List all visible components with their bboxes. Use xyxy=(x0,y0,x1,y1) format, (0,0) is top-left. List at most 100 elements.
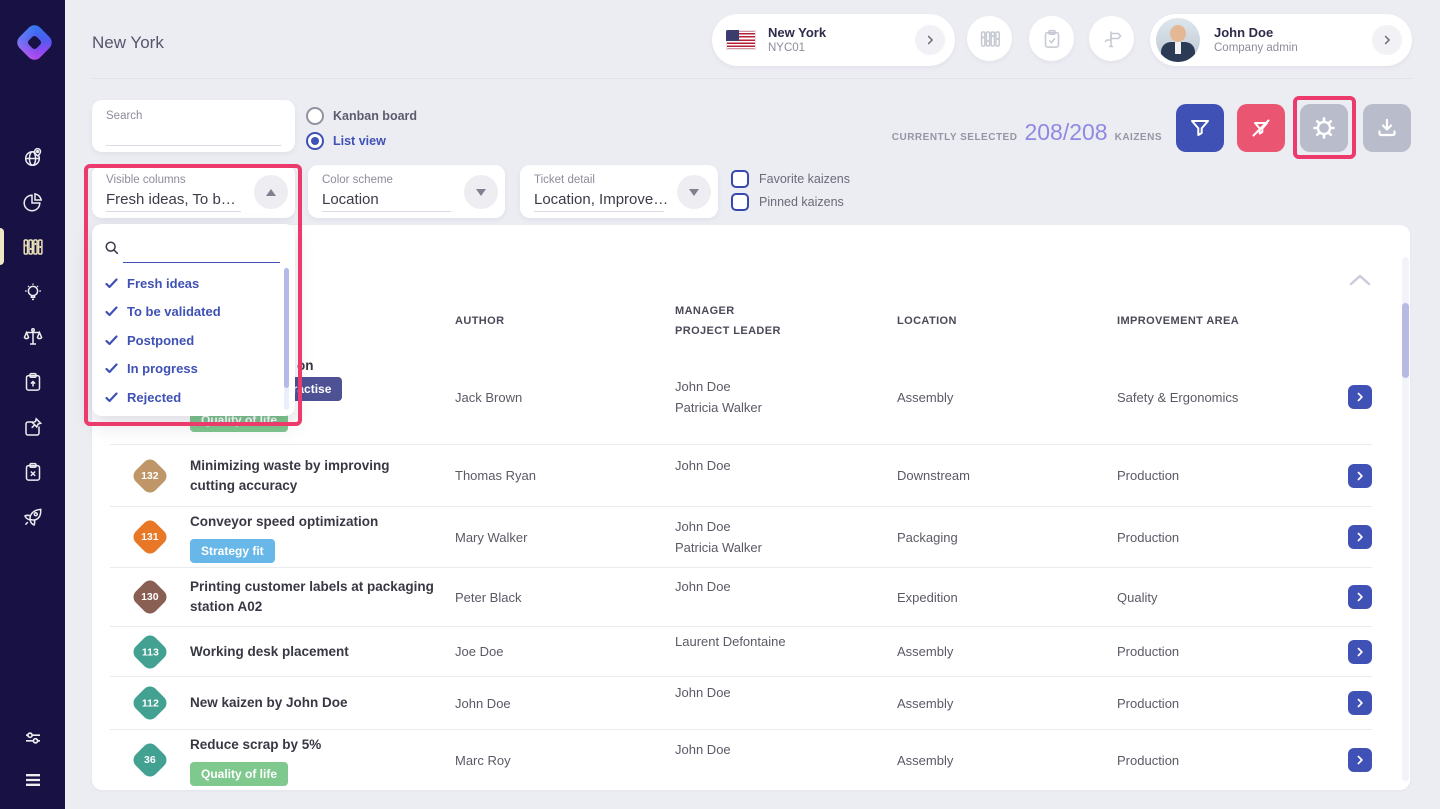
page-title: New York xyxy=(92,33,164,52)
option-rejected[interactable]: Rejected xyxy=(92,383,285,412)
option-fresh-ideas[interactable]: Fresh ideas xyxy=(92,269,285,298)
quality-of-life-badge: Quality of life xyxy=(190,761,289,786)
open-kaizen-button[interactable] xyxy=(1348,748,1372,772)
tasks-quick-button[interactable] xyxy=(1029,16,1074,61)
sidebar-item-kaizen-board[interactable] xyxy=(0,224,65,269)
open-kaizen-button[interactable] xyxy=(1348,691,1372,715)
field-underline xyxy=(534,211,664,212)
radio-unselected-icon[interactable] xyxy=(306,107,324,125)
pinned-kaizens-checkbox[interactable] xyxy=(731,193,749,211)
us-flag-icon xyxy=(726,30,756,50)
sidebar-item-launch[interactable] xyxy=(0,494,65,539)
option-postponed[interactable]: Postponed xyxy=(92,326,285,355)
open-kaizen-button[interactable] xyxy=(1348,463,1372,488)
view-option-list[interactable]: List view xyxy=(306,132,386,150)
search-field[interactable]: Search xyxy=(92,100,295,152)
clear-filter-button[interactable] xyxy=(1237,104,1285,152)
author-cell: Mary Walker xyxy=(455,529,528,545)
location-expand-button[interactable] xyxy=(915,25,945,55)
pinned-board-icon xyxy=(24,416,42,436)
visible-columns-label: Visible columns xyxy=(106,174,186,186)
table-row[interactable]: on Best practise Quality of life Jack Br… xyxy=(110,350,1372,444)
kaizen-id-badge: 36 xyxy=(130,740,170,780)
author-cell: Thomas Ryan xyxy=(455,468,536,483)
sidebar-item-rejected[interactable] xyxy=(0,449,65,494)
sidebar-item-settings[interactable] xyxy=(0,717,65,759)
manager-cell: John Doe Patricia Walker xyxy=(675,379,762,415)
search-underline xyxy=(106,145,281,146)
globe-location-icon xyxy=(24,147,41,166)
color-scheme-expand-button[interactable] xyxy=(464,175,498,209)
location-selector[interactable]: New York NYC01 xyxy=(712,14,955,66)
view-option-kanban[interactable]: Kanban board xyxy=(306,107,417,125)
profile-expand-button[interactable] xyxy=(1372,25,1402,55)
sidebar-item-pinned[interactable] xyxy=(0,404,65,449)
ticket-detail-value: Location, Improveme... xyxy=(534,191,669,208)
avatar xyxy=(1156,18,1200,62)
profile-selector[interactable]: John Doe Company admin xyxy=(1150,14,1412,66)
option-to-be-validated[interactable]: To be validated xyxy=(92,298,285,327)
chevron-right-icon xyxy=(1384,35,1390,45)
kaizen-id-badge: 130 xyxy=(130,577,170,617)
boards-quick-button[interactable] xyxy=(967,16,1012,61)
table-scrollbar-track[interactable] xyxy=(1402,257,1409,781)
filter-button[interactable] xyxy=(1176,104,1224,152)
sidebar-item-my-kaizens[interactable] xyxy=(0,359,65,404)
check-icon xyxy=(105,363,118,374)
settings-button[interactable] xyxy=(1300,104,1348,152)
favorite-kaizens-label: Favorite kaizens xyxy=(759,172,851,186)
table-row[interactable]: 113 Working desk placement Joe Doe Laure… xyxy=(110,626,1372,676)
open-kaizen-button[interactable] xyxy=(1348,525,1372,549)
improvement-area-cell: Production xyxy=(1117,695,1180,711)
kaizen-id-badge: 113 xyxy=(130,631,170,672)
location-name: New York xyxy=(768,24,827,40)
chevron-right-icon xyxy=(1357,698,1363,708)
favorite-kaizens-checkbox[interactable] xyxy=(731,170,749,188)
visible-columns-collapse-button[interactable] xyxy=(254,175,288,209)
pinned-kaizens-checkbox-row[interactable]: Pinned kaizens xyxy=(731,193,844,211)
table-scrollbar-thumb[interactable] xyxy=(1402,303,1409,378)
chevron-up-icon xyxy=(266,188,276,196)
chevron-right-icon xyxy=(1357,471,1363,480)
filter-sliders-icon xyxy=(25,732,40,744)
dropdown-search-input[interactable] xyxy=(123,262,280,263)
option-in-progress[interactable]: In progress xyxy=(92,355,285,384)
favorite-kaizens-checkbox-row[interactable]: Favorite kaizens xyxy=(731,170,850,188)
manager-cell: Laurent Defontaine xyxy=(675,633,786,649)
clipboard-kaizen-icon xyxy=(25,372,40,391)
color-scheme-select[interactable]: Color scheme Location xyxy=(308,165,505,218)
ticket-detail-expand-button[interactable] xyxy=(677,175,711,209)
boards-icon xyxy=(980,30,1000,47)
table-row[interactable]: 36 Reduce scrap by 5% Quality of life Ma… xyxy=(110,729,1372,790)
sidebar-item-locations[interactable] xyxy=(0,134,65,179)
table-row[interactable]: 112 New kaizen by John Doe John Doe John… xyxy=(110,676,1372,729)
ticket-detail-select[interactable]: Ticket detail Location, Improveme... xyxy=(520,165,718,218)
strategy-fit-badge: Strategy fit xyxy=(190,538,275,563)
pie-chart-icon xyxy=(22,192,42,212)
radio-selected-icon[interactable] xyxy=(306,132,324,150)
visible-columns-value: Fresh ideas, To be vali... xyxy=(106,191,241,208)
table-row[interactable]: 132 Minimizing waste by improving cuttin… xyxy=(110,444,1372,506)
kanban-board-label: Kanban board xyxy=(333,109,418,123)
open-kaizen-button[interactable] xyxy=(1348,639,1372,664)
sidebar-item-evaluation[interactable] xyxy=(0,314,65,359)
kaizen-id-badge: 131 xyxy=(130,517,170,557)
sidebar-item-menu[interactable] xyxy=(0,759,65,801)
selection-prefix: CURRENTLY SELECTED xyxy=(891,132,1018,143)
collapse-table-button[interactable] xyxy=(1346,271,1374,294)
open-kaizen-button[interactable] xyxy=(1348,585,1372,609)
table-row[interactable]: 131 Conveyor speed optimization Strategy… xyxy=(110,506,1372,567)
chevron-right-icon xyxy=(1357,755,1363,765)
sidebar-item-ideas[interactable] xyxy=(0,269,65,314)
header-divider xyxy=(92,78,1412,79)
improvement-area-cell: Production xyxy=(1117,468,1180,483)
table-row[interactable]: 130 Printing customer labels at packagin… xyxy=(110,567,1372,626)
sidebar-item-reports[interactable] xyxy=(0,179,65,224)
selection-count: CURRENTLY SELECTED 208/208 KAIZENS xyxy=(892,119,1162,146)
signpost-quick-button[interactable] xyxy=(1089,16,1134,61)
manager-cell: John Doe xyxy=(675,579,731,594)
dropdown-scrollbar-thumb[interactable] xyxy=(284,268,289,388)
download-button[interactable] xyxy=(1363,104,1411,152)
visible-columns-select[interactable]: Visible columns Fresh ideas, To be vali.… xyxy=(92,165,295,218)
open-kaizen-button[interactable] xyxy=(1348,385,1372,409)
